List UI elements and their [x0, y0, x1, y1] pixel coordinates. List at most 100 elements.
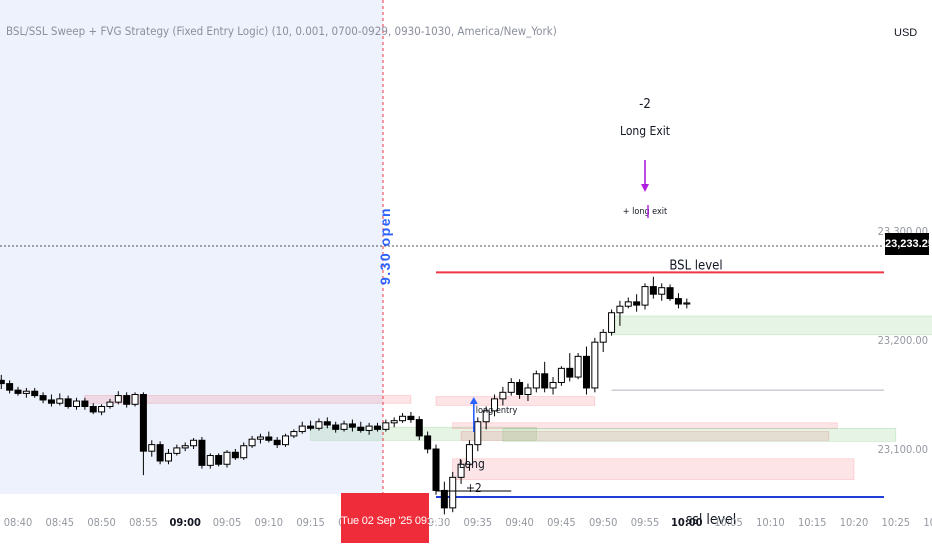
time-tick-label: 09:15	[296, 516, 325, 529]
candle-down	[348, 423, 356, 428]
candle-down	[231, 451, 239, 459]
candle-down	[273, 439, 281, 446]
candle-down	[89, 405, 97, 413]
candle-down	[674, 298, 682, 305]
time-tick-label: 10:20	[840, 516, 869, 529]
candle-down	[6, 383, 14, 391]
candle-down	[541, 373, 549, 389]
time-tick-label: 10:10	[756, 516, 785, 529]
candle-down	[139, 394, 147, 452]
candle-up	[399, 415, 407, 422]
entry-arrow-head	[469, 397, 478, 404]
candle-up	[641, 286, 649, 306]
candle-up	[532, 373, 540, 389]
candle-up	[591, 341, 599, 389]
fvg-zone	[460, 431, 830, 441]
exit-label: Long Exit	[620, 124, 670, 138]
candle-down	[516, 382, 524, 396]
candle-up	[73, 400, 81, 407]
fvg-zone	[611, 315, 932, 335]
candles	[0, 276, 691, 515]
candle-up	[98, 405, 106, 413]
exit-quantity: -2	[639, 97, 651, 112]
ssl-level-label: ssl level	[686, 512, 737, 528]
candle-up	[248, 438, 256, 447]
strategy-title: BSL/SSL Sweep + FVG Strategy (Fixed Entr…	[6, 24, 557, 38]
candle-down	[156, 444, 164, 462]
candle-down	[566, 367, 574, 378]
entry-small-label: long entry	[476, 406, 518, 416]
candle-up	[499, 391, 507, 400]
candle-up	[56, 398, 64, 404]
candle-up	[599, 331, 607, 343]
candle-down	[81, 400, 89, 407]
bsl-level-label: BSL level	[669, 258, 722, 273]
candle-down	[215, 455, 223, 465]
time-tick-label: 08:45	[46, 516, 75, 529]
time-axis[interactable]: 08:40 08:45 08:50 08:55 09:00 09:05 09:10 09:15…	[4, 516, 932, 529]
exit-small-label: + long exit	[623, 207, 667, 217]
candle-up	[340, 423, 348, 430]
candle-up	[106, 401, 114, 407]
candle-down	[123, 395, 131, 405]
candle-up	[114, 395, 122, 403]
session-open-label: 9.30 open	[377, 207, 393, 285]
candle-up	[382, 422, 390, 430]
entry-quantity: +2	[466, 481, 482, 495]
candle-down	[582, 355, 590, 389]
candle-down	[415, 419, 423, 437]
time-tick-label: 10:30	[923, 516, 932, 529]
candle-down	[407, 415, 415, 421]
time-tick-label: 08:55	[129, 516, 158, 529]
candle-up	[223, 451, 231, 465]
time-tick-label: 10:00	[671, 516, 703, 529]
candle-up	[298, 425, 306, 433]
candle-down	[633, 301, 641, 306]
fvg-zones	[84, 315, 932, 480]
currency-selector[interactable]: USD	[894, 27, 918, 39]
candle-down	[265, 436, 273, 441]
candle-up	[524, 387, 532, 395]
exit-arrow-head	[641, 184, 649, 192]
candle-up	[290, 431, 298, 437]
time-tick-label: 10:05	[714, 516, 743, 529]
candle-up	[449, 476, 457, 509]
candle-up	[491, 398, 499, 412]
candle-up	[557, 367, 565, 384]
candle-up	[574, 355, 582, 378]
pre-session-shade	[0, 0, 383, 494]
time-tick-label: 09:00	[169, 516, 201, 529]
time-tick-label: 09:05	[213, 516, 242, 529]
candle-down	[31, 390, 39, 397]
candle-up	[482, 410, 490, 423]
time-tick-label: 10:25	[882, 516, 911, 529]
candle-down	[198, 439, 206, 466]
candle-up	[240, 445, 248, 459]
time-tick-label: 10:15	[798, 516, 827, 529]
time-tick-label: 09:45	[547, 516, 576, 529]
time-tick-label: 09:35	[464, 516, 493, 529]
candle-up	[173, 447, 181, 454]
candle-up	[474, 421, 482, 446]
candle-down	[64, 398, 72, 407]
candle-up	[608, 312, 616, 333]
fvg-zone	[452, 458, 855, 480]
current-price-badge: 23,233.25	[885, 233, 932, 255]
entry-label: Long	[459, 457, 485, 471]
candle-down	[666, 287, 674, 300]
crosshair-date-badge: Tue 02 Sep '25 09:30	[341, 493, 442, 543]
candle-down	[373, 425, 381, 430]
candle-down	[440, 489, 448, 509]
candle-down	[39, 395, 47, 401]
fvg-zone	[435, 396, 596, 406]
fvg-zone	[452, 422, 838, 429]
time-tick-label: 09:40	[505, 516, 534, 529]
candle-up	[148, 444, 156, 452]
candle-down	[307, 425, 315, 429]
candle-down	[357, 426, 365, 431]
fvg-zone	[502, 427, 897, 442]
candle-down	[323, 421, 331, 426]
